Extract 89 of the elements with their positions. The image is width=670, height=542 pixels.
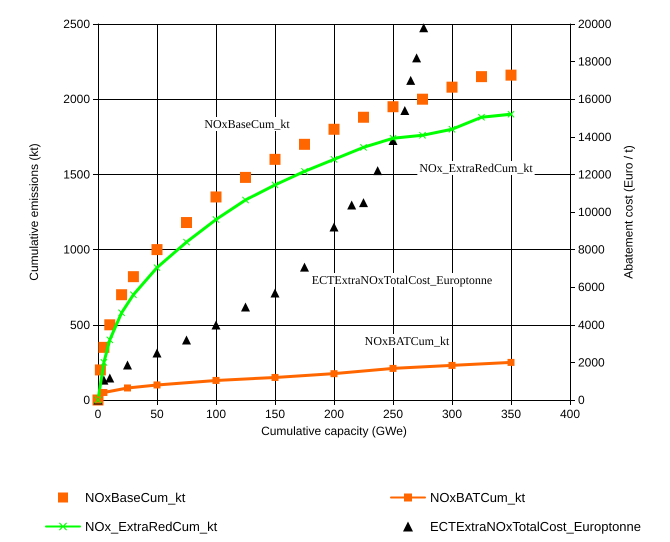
point: [272, 181, 278, 188]
annotation: NOx_ExtraRedCum_kt: [419, 161, 534, 175]
point: [358, 112, 369, 123]
point: [330, 156, 338, 163]
point: [412, 53, 422, 62]
x-tick-label: 350: [500, 407, 522, 421]
annotation: NOxBATCum_kt: [364, 334, 450, 348]
point: [330, 222, 338, 232]
legend-label: NOxBATCum_kt: [430, 490, 526, 505]
point: [183, 238, 190, 246]
y2-tick-label: 0: [578, 393, 585, 407]
legend-label: ECTExtraNOxTotalCost_Europtonne: [430, 519, 641, 534]
point: [330, 370, 338, 378]
point: [210, 191, 222, 202]
point: [106, 336, 114, 344]
y-tick-label: 2500: [63, 17, 90, 31]
x-tick-label: 400: [560, 407, 580, 421]
legend-label: NOxBaseCum_kt: [85, 490, 186, 505]
y-tick-label: 1500: [63, 167, 90, 182]
point: [242, 196, 249, 204]
point: [299, 138, 310, 150]
point: [508, 358, 514, 366]
x-tick-label: 0: [94, 407, 102, 421]
y-tick-label: 0: [83, 393, 90, 407]
y-axis-title: Cumulative emissions (kt): [27, 143, 41, 281]
x-axis-title: Cumulative capacity (GWe): [261, 424, 407, 438]
point: [118, 309, 126, 316]
point: [360, 144, 367, 151]
y2-axis-title: Abatement cost (Euro / t): [621, 145, 636, 279]
point: [347, 200, 356, 210]
point: [240, 172, 251, 183]
point: [100, 388, 108, 396]
point: [182, 336, 191, 345]
y2-tick-label: 4000: [578, 318, 606, 332]
x-tick-label: 250: [382, 407, 404, 421]
point: [100, 358, 108, 366]
y2-tick-label: 16000: [578, 92, 612, 106]
annotation: ECTExtraNOxTotalCost_Europtonne: [312, 273, 492, 287]
y2-tick-label: 10000: [578, 205, 612, 219]
point: [417, 94, 428, 105]
x-tick-label: 100: [206, 407, 226, 421]
point: [476, 71, 487, 82]
point: [328, 124, 340, 135]
point: [390, 364, 396, 372]
y-tick-label: 2000: [63, 92, 90, 106]
point: [506, 70, 516, 81]
point: [373, 166, 382, 176]
point: [152, 348, 162, 358]
point: [406, 76, 416, 85]
point: [388, 101, 398, 112]
x-tick-label: 150: [264, 407, 286, 421]
point: [212, 216, 220, 224]
y2-tick-label: 14000: [578, 130, 612, 144]
point: [446, 82, 458, 93]
point: [272, 374, 278, 381]
y2-tick-label: 20000: [578, 17, 612, 31]
x-tick-label: 200: [324, 407, 344, 421]
point: [241, 302, 250, 312]
point: [116, 289, 128, 300]
y2-tick-label: 6000: [578, 280, 606, 294]
point: [359, 198, 368, 208]
annotation: NOxBaseCum_kt: [204, 117, 290, 131]
y2-tick-label: 8000: [578, 242, 606, 257]
point: [154, 381, 160, 388]
y2-tick-label: 2000: [578, 355, 606, 370]
y-tick-label: 1000: [63, 242, 90, 257]
point: [301, 168, 308, 175]
point: [124, 384, 131, 392]
point: [400, 106, 410, 115]
point: [212, 320, 220, 330]
point: [154, 264, 160, 272]
x-tick-label: 50: [150, 407, 164, 421]
y2-tick-label: 12000: [578, 167, 612, 182]
point: [270, 288, 280, 298]
x-tick-label: 300: [442, 407, 462, 421]
point: [212, 376, 220, 384]
legend-label: NOx_ExtraRedCum_kt: [85, 519, 218, 534]
point: [152, 244, 162, 256]
point: [128, 271, 139, 282]
point: [181, 217, 192, 228]
point: [448, 362, 456, 369]
point: [419, 23, 428, 32]
point: [105, 374, 114, 383]
y-tick-label: 500: [70, 318, 90, 332]
point: [300, 262, 309, 272]
point: [130, 291, 137, 298]
point: [270, 154, 280, 165]
y2-tick-label: 18000: [578, 54, 612, 69]
point: [123, 360, 132, 370]
